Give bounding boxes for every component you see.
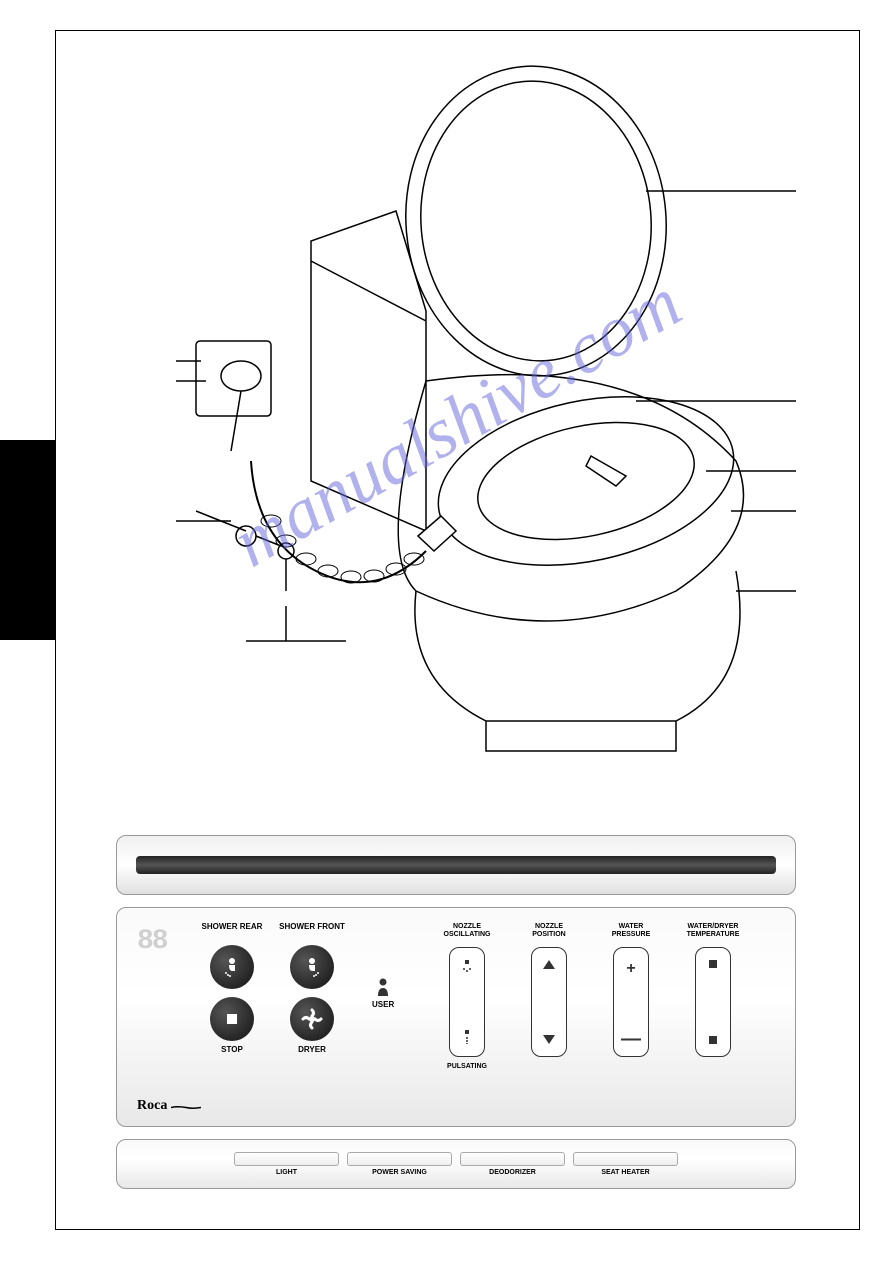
shower-front-unit: SHOWER FRONT: [277, 923, 347, 989]
pulsating-label: PULSATING: [447, 1063, 487, 1070]
oscillating-icon: [461, 960, 473, 974]
plus-icon: +: [626, 960, 635, 978]
light-unit: LIGHT: [234, 1152, 339, 1176]
nozzle-position-label: NOZZLE POSITION: [519, 923, 579, 941]
user-label: USER: [372, 1000, 394, 1009]
seat-heater-button[interactable]: [573, 1152, 678, 1166]
shower-rear-label: SHOWER REAR: [202, 923, 263, 941]
stop-icon: [220, 1007, 244, 1031]
shower-rear-icon: [220, 955, 244, 979]
nozzle-oscillating-rocker[interactable]: [449, 947, 485, 1057]
shower-front-label: SHOWER FRONT: [279, 923, 345, 941]
stop-unit: STOP: [197, 997, 267, 1054]
dryer-icon: [300, 1007, 324, 1031]
minus-icon: —: [621, 1034, 641, 1044]
arrow-up-icon: [543, 960, 555, 969]
power-saving-unit: POWER SAVING: [347, 1152, 452, 1176]
nozzle-oscillating-unit: NOZZLE OSCILLATING PULSATING: [437, 923, 497, 1070]
power-saving-button[interactable]: [347, 1152, 452, 1166]
round-button-group: SHOWER REAR SHOWER FRONT STOP: [197, 923, 347, 1054]
logo-wave-icon: [171, 1106, 201, 1109]
shower-rear-button[interactable]: [210, 945, 254, 989]
pulsating-icon: [461, 1030, 473, 1044]
dryer-unit: DRYER: [277, 997, 347, 1054]
rocker-group: NOZZLE OSCILLATING PULSATING NOZZLE POSI…: [437, 923, 743, 1070]
seat-heater-unit: SEAT HEATER: [573, 1152, 678, 1176]
brand-logo: Roca: [137, 1098, 201, 1114]
water-pressure-unit: WATER PRESSURE + —: [601, 923, 661, 1070]
page-frame: manualshive.com 88 SHOWER REAR SHOWER FR…: [55, 30, 860, 1230]
water-temp-rocker[interactable]: [695, 947, 731, 1057]
stop-button[interactable]: [210, 997, 254, 1041]
user-icon: [376, 978, 390, 996]
water-temp-unit: WATER/DRYER TEMPERATURE: [683, 923, 743, 1070]
arrow-down-icon: [543, 1035, 555, 1044]
nozzle-position-rocker[interactable]: [531, 947, 567, 1057]
deodorizer-unit: DEODORIZER: [460, 1152, 565, 1176]
panel-top-bar: [116, 835, 796, 895]
page-tab: [0, 440, 55, 640]
light-button[interactable]: [234, 1152, 339, 1166]
nozzle-oscillating-label: NOZZLE OSCILLATING: [437, 923, 497, 941]
square-up-icon: [709, 960, 717, 968]
nozzle-position-unit: NOZZLE POSITION: [519, 923, 579, 1070]
panel-display-strip: [136, 856, 776, 874]
dryer-label: DRYER: [298, 1045, 326, 1054]
shower-front-icon: [300, 955, 324, 979]
square-down-icon: [709, 1036, 717, 1044]
deodorizer-label: DEODORIZER: [489, 1169, 536, 1176]
water-pressure-label: WATER PRESSURE: [601, 923, 661, 941]
control-panel-container: 88 SHOWER REAR SHOWER FRONT: [116, 835, 796, 1189]
stop-label: STOP: [221, 1045, 243, 1054]
water-pressure-rocker[interactable]: + —: [613, 947, 649, 1057]
logo-text: Roca: [137, 1098, 167, 1113]
water-temp-label: WATER/DRYER TEMPERATURE: [683, 923, 743, 941]
bottom-button-panel: LIGHT POWER SAVING DEODORIZER SEAT HEATE…: [116, 1139, 796, 1189]
shower-rear-unit: SHOWER REAR: [197, 923, 267, 989]
shower-front-button[interactable]: [290, 945, 334, 989]
dryer-button[interactable]: [290, 997, 334, 1041]
light-label: LIGHT: [276, 1169, 297, 1176]
numeric-display: 88: [137, 926, 167, 957]
power-saving-label: POWER SAVING: [372, 1169, 427, 1176]
seat-heater-label: SEAT HEATER: [601, 1169, 649, 1176]
user-indicator: USER: [372, 978, 394, 1009]
product-diagram: [116, 61, 796, 761]
deodorizer-button[interactable]: [460, 1152, 565, 1166]
toilet-diagram-svg: [116, 61, 796, 761]
main-control-panel: 88 SHOWER REAR SHOWER FRONT: [116, 907, 796, 1127]
